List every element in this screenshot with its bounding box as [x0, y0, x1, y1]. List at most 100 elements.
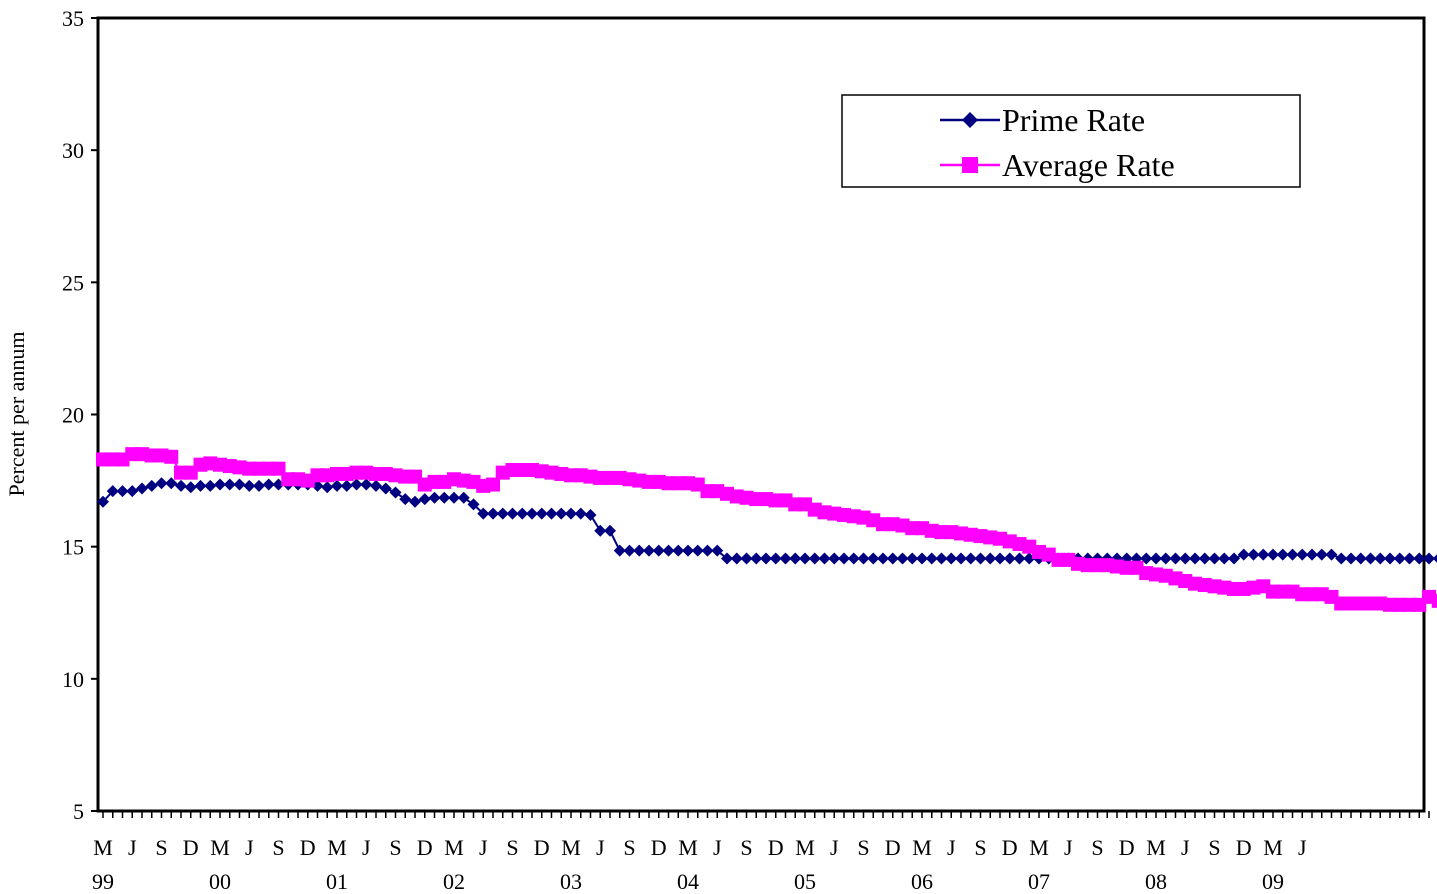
x-tick-label-month: M — [561, 835, 581, 860]
data-point-diamond — [1393, 552, 1406, 565]
x-tick-label-year: 01 — [326, 869, 348, 894]
data-point-diamond — [711, 544, 724, 557]
x-tick-label-month: M — [678, 835, 698, 860]
data-point-diamond — [1276, 548, 1289, 561]
data-point-diamond — [955, 552, 967, 565]
x-tick-label-month: S — [857, 835, 869, 860]
data-point-diamond — [477, 507, 490, 520]
data-point-diamond — [321, 481, 334, 494]
data-point-diamond — [1432, 554, 1437, 563]
data-point-diamond — [828, 552, 841, 565]
data-point-diamond — [1237, 548, 1250, 561]
data-point-diamond — [350, 478, 363, 491]
data-point-diamond — [633, 544, 646, 557]
data-point-diamond — [789, 552, 802, 565]
data-point-diamond — [204, 479, 217, 492]
data-point-diamond — [409, 495, 421, 508]
x-tick-label-month: M — [1146, 835, 1166, 860]
data-point-diamond — [623, 544, 636, 557]
x-tick-label-month: M — [912, 835, 932, 860]
data-point-diamond — [379, 482, 392, 495]
data-point-diamond — [526, 507, 538, 520]
legend-box — [841, 94, 1301, 188]
data-point-diamond — [1384, 552, 1396, 565]
data-point-diamond — [496, 507, 509, 520]
data-point-diamond — [877, 552, 889, 565]
data-point-diamond — [984, 552, 997, 565]
x-tick-label-month: D — [1236, 835, 1252, 860]
data-point-square — [1431, 593, 1437, 608]
data-point-diamond — [418, 493, 431, 506]
x-tick-label-month: J — [830, 835, 839, 860]
x-tick-label-month: M — [1263, 835, 1283, 860]
data-point-diamond — [994, 552, 1006, 565]
data-point-diamond — [838, 552, 850, 565]
data-point-diamond — [1345, 552, 1357, 565]
data-point-diamond — [184, 481, 197, 494]
data-point-diamond — [808, 552, 821, 565]
x-tick-label-year: 06 — [911, 869, 933, 894]
data-point-diamond — [1228, 552, 1240, 565]
x-tick-label-month: D — [300, 835, 316, 860]
data-point-diamond — [214, 478, 226, 491]
x-tick-label-month: M — [93, 835, 113, 860]
data-point-diamond — [584, 508, 597, 521]
legend-entry-average-rate: Average Rate — [940, 147, 1175, 183]
data-point-diamond — [155, 477, 168, 490]
series-layer — [96, 447, 1437, 612]
x-tick-label-month: D — [1002, 835, 1018, 860]
data-point-diamond — [974, 552, 987, 565]
data-point-diamond — [945, 552, 958, 565]
data-point-diamond — [886, 552, 899, 565]
x-tick-label-month: S — [1208, 835, 1220, 860]
data-point-diamond — [1159, 552, 1172, 565]
data-point-diamond — [516, 507, 529, 520]
data-point-diamond — [1364, 552, 1377, 565]
data-point-square — [164, 449, 179, 464]
data-point-diamond — [1189, 552, 1201, 565]
data-point-diamond — [964, 552, 977, 565]
y-axis-ticks: 5 10 15 20 25 30 35 — [62, 6, 98, 824]
x-tick-label-year: 00 — [209, 869, 231, 894]
x-tick-label-month: S — [389, 835, 401, 860]
y-tick-label: 30 — [62, 138, 84, 163]
data-point-diamond — [116, 485, 129, 498]
data-point-square — [486, 477, 500, 492]
data-point-diamond — [233, 478, 246, 491]
x-tick-label-month: J — [713, 835, 722, 860]
data-point-diamond — [1198, 552, 1211, 565]
data-point-diamond — [448, 491, 460, 504]
legend: Prime Rate Average Rate — [841, 94, 1301, 188]
x-tick-label-month: J — [1181, 835, 1190, 860]
x-tick-label-month: D — [534, 835, 550, 860]
x-tick-label-year: 03 — [560, 869, 582, 894]
data-point-diamond — [1413, 552, 1426, 565]
data-point-diamond — [545, 507, 558, 520]
legend-marker-square — [962, 157, 978, 173]
x-tick-label-year: 05 — [794, 869, 816, 894]
data-point-diamond — [721, 552, 733, 565]
x-tick-label-month: M — [210, 835, 230, 860]
x-tick-label-month: S — [506, 835, 518, 860]
legend-entry-prime-rate: Prime Rate — [940, 102, 1145, 138]
x-tick-label-year: 08 — [1145, 869, 1167, 894]
x-tick-label-month: S — [623, 835, 635, 860]
data-point-diamond — [1218, 552, 1231, 565]
legend-marker-diamond — [962, 112, 978, 128]
data-point-diamond — [106, 485, 119, 498]
data-point-diamond — [818, 552, 831, 565]
data-point-diamond — [1179, 552, 1192, 565]
data-point-diamond — [194, 479, 207, 492]
data-point-diamond — [97, 495, 109, 508]
data-point-diamond — [175, 479, 187, 492]
data-point-diamond — [1208, 552, 1221, 565]
legend-label-average-rate: Average Rate — [1002, 147, 1175, 183]
x-tick-label-month: D — [183, 835, 199, 860]
data-point-diamond — [779, 552, 792, 565]
x-tick-label-month: S — [272, 835, 284, 860]
data-point-diamond — [535, 507, 548, 520]
x-tick-label-month: S — [740, 835, 752, 860]
data-point-diamond — [340, 479, 353, 492]
data-point-diamond — [1335, 552, 1348, 565]
x-tick-label-month: J — [128, 835, 137, 860]
